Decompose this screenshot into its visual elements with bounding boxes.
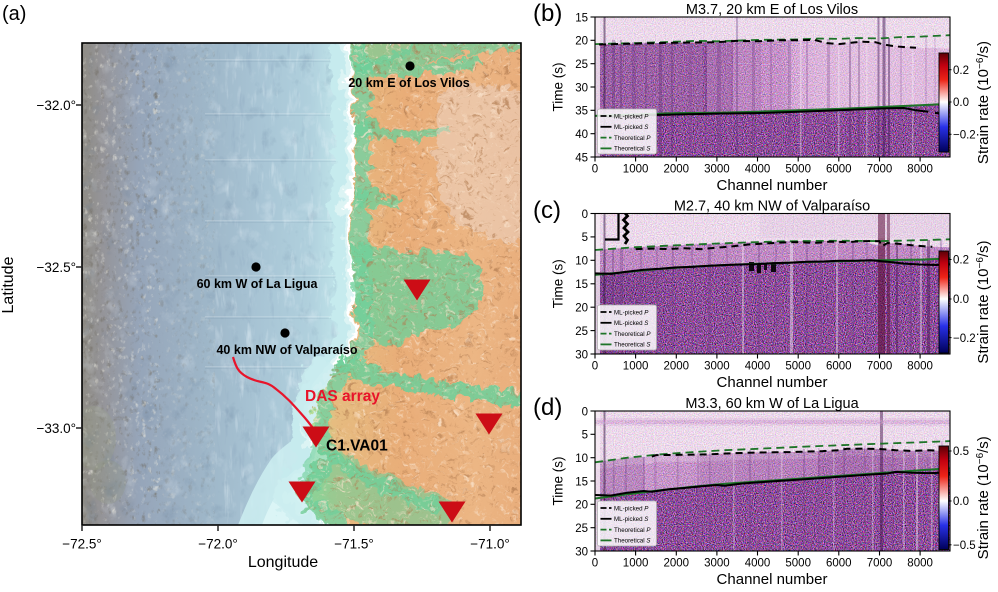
- svg-text:C1.VA01: C1.VA01: [326, 438, 388, 455]
- svg-text:−0.2: −0.2: [953, 333, 976, 345]
- svg-text:−71.0°: −71.0°: [470, 537, 510, 552]
- svg-text:40: 40: [575, 129, 588, 141]
- svg-text:Strain rate (10−6/s): Strain rate (10−6/s): [975, 240, 993, 363]
- svg-text:3000: 3000: [704, 361, 730, 373]
- svg-text:20: 20: [575, 36, 588, 48]
- svg-text:5000: 5000: [785, 164, 811, 176]
- svg-text:1000: 1000: [623, 558, 649, 570]
- svg-text:2000: 2000: [664, 361, 690, 373]
- svg-text:(b): (b): [533, 0, 562, 27]
- svg-text:−72.0°: −72.0°: [198, 537, 238, 552]
- svg-text:30: 30: [575, 546, 588, 558]
- svg-text:60 km W of La Ligua: 60 km W of La Ligua: [197, 277, 319, 291]
- svg-text:0.2: 0.2: [953, 65, 969, 77]
- svg-text:ML-picked S: ML-picked S: [614, 124, 649, 131]
- svg-text:Time (s): Time (s): [551, 63, 566, 112]
- svg-text:M2.7, 40 km NW of Valparaíso: M2.7, 40 km NW of Valparaíso: [674, 199, 870, 215]
- svg-text:Theoretical P: Theoretical P: [614, 135, 651, 142]
- svg-text:5: 5: [582, 430, 588, 442]
- svg-text:0.0: 0.0: [953, 294, 969, 306]
- svg-text:Strain rate (10−6/s): Strain rate (10−6/s): [975, 436, 993, 559]
- svg-text:M3.7, 20 km E of Los Vilos: M3.7, 20 km E of Los Vilos: [686, 2, 858, 18]
- svg-text:15: 15: [575, 12, 588, 24]
- svg-text:Time (s): Time (s): [551, 457, 566, 506]
- svg-text:−32.5°: −32.5°: [36, 260, 76, 275]
- svg-text:0: 0: [582, 209, 588, 221]
- svg-text:8000: 8000: [907, 164, 933, 176]
- svg-text:15: 15: [575, 279, 588, 291]
- svg-text:5: 5: [582, 232, 588, 244]
- svg-text:0.2: 0.2: [953, 255, 969, 267]
- svg-text:6000: 6000: [826, 164, 852, 176]
- svg-text:0.5: 0.5: [953, 446, 969, 458]
- svg-text:2000: 2000: [664, 558, 690, 570]
- svg-text:3000: 3000: [704, 558, 730, 570]
- svg-text:Channel number: Channel number: [717, 571, 828, 587]
- svg-text:Channel number: Channel number: [717, 177, 828, 194]
- svg-text:Latitude: Latitude: [0, 256, 17, 313]
- svg-text:ML-picked S: ML-picked S: [614, 516, 649, 523]
- svg-text:40 km NW of Valparaíso: 40 km NW of Valparaíso: [216, 343, 357, 357]
- svg-text:10: 10: [575, 256, 588, 268]
- svg-text:Theoretical S: Theoretical S: [614, 342, 651, 349]
- svg-text:4000: 4000: [745, 361, 771, 373]
- svg-text:8000: 8000: [907, 361, 933, 373]
- svg-text:30: 30: [575, 82, 588, 94]
- svg-text:6000: 6000: [826, 361, 852, 373]
- svg-text:DAS array: DAS array: [305, 388, 380, 405]
- svg-text:Theoretical S: Theoretical S: [614, 146, 651, 153]
- svg-text:25: 25: [575, 523, 588, 535]
- svg-text:−71.5°: −71.5°: [334, 537, 374, 552]
- svg-text:20: 20: [575, 303, 588, 315]
- svg-text:Theoretical P: Theoretical P: [614, 527, 651, 534]
- svg-text:Longitude: Longitude: [248, 554, 318, 571]
- svg-text:6000: 6000: [826, 558, 852, 570]
- svg-text:−0.2: −0.2: [953, 130, 976, 142]
- svg-text:ML-picked P: ML-picked P: [614, 505, 649, 512]
- svg-text:3000: 3000: [704, 164, 730, 176]
- svg-text:0.0: 0.0: [953, 496, 969, 508]
- svg-text:0: 0: [582, 406, 588, 418]
- svg-text:ML-picked P: ML-picked P: [614, 309, 649, 316]
- svg-text:10: 10: [575, 453, 588, 465]
- svg-text:25: 25: [575, 326, 588, 338]
- svg-text:4000: 4000: [745, 558, 771, 570]
- svg-text:5000: 5000: [785, 558, 811, 570]
- svg-text:Strain rate (10−6/s): Strain rate (10−6/s): [975, 41, 993, 164]
- svg-text:5000: 5000: [785, 361, 811, 373]
- svg-text:7000: 7000: [867, 361, 893, 373]
- svg-text:45: 45: [575, 152, 588, 164]
- svg-text:M3.3, 60 km W of La Ligua: M3.3, 60 km W of La Ligua: [685, 396, 859, 412]
- svg-text:(a): (a): [2, 3, 26, 25]
- svg-text:(d): (d): [533, 394, 562, 421]
- svg-text:25: 25: [575, 59, 588, 71]
- svg-text:0: 0: [592, 361, 598, 373]
- svg-text:ML-picked P: ML-picked P: [614, 113, 649, 120]
- svg-text:35: 35: [575, 106, 588, 118]
- svg-text:Theoretical P: Theoretical P: [614, 331, 651, 338]
- svg-text:7000: 7000: [867, 558, 893, 570]
- svg-text:−33.0°: −33.0°: [36, 421, 76, 436]
- svg-text:−0.5: −0.5: [953, 540, 976, 552]
- svg-text:0: 0: [592, 164, 598, 176]
- svg-text:1000: 1000: [623, 164, 649, 176]
- svg-text:8000: 8000: [907, 558, 933, 570]
- svg-text:30: 30: [575, 349, 588, 361]
- svg-text:(c): (c): [533, 197, 561, 224]
- svg-text:7000: 7000: [867, 164, 893, 176]
- svg-text:ML-picked S: ML-picked S: [614, 320, 649, 327]
- svg-text:Time (s): Time (s): [551, 259, 566, 308]
- svg-text:−32.0°: −32.0°: [36, 98, 76, 113]
- svg-text:−72.5°: −72.5°: [62, 537, 102, 552]
- svg-text:2000: 2000: [664, 164, 690, 176]
- svg-text:Theoretical S: Theoretical S: [614, 538, 651, 545]
- svg-text:4000: 4000: [745, 164, 771, 176]
- svg-text:20: 20: [575, 500, 588, 512]
- svg-text:15: 15: [575, 476, 588, 488]
- svg-text:Channel number: Channel number: [717, 374, 828, 391]
- svg-text:0: 0: [592, 558, 598, 570]
- svg-text:0.0: 0.0: [953, 97, 969, 109]
- svg-text:1000: 1000: [623, 361, 649, 373]
- svg-text:20 km E of Los Vilos: 20 km E of Los Vilos: [348, 76, 469, 90]
